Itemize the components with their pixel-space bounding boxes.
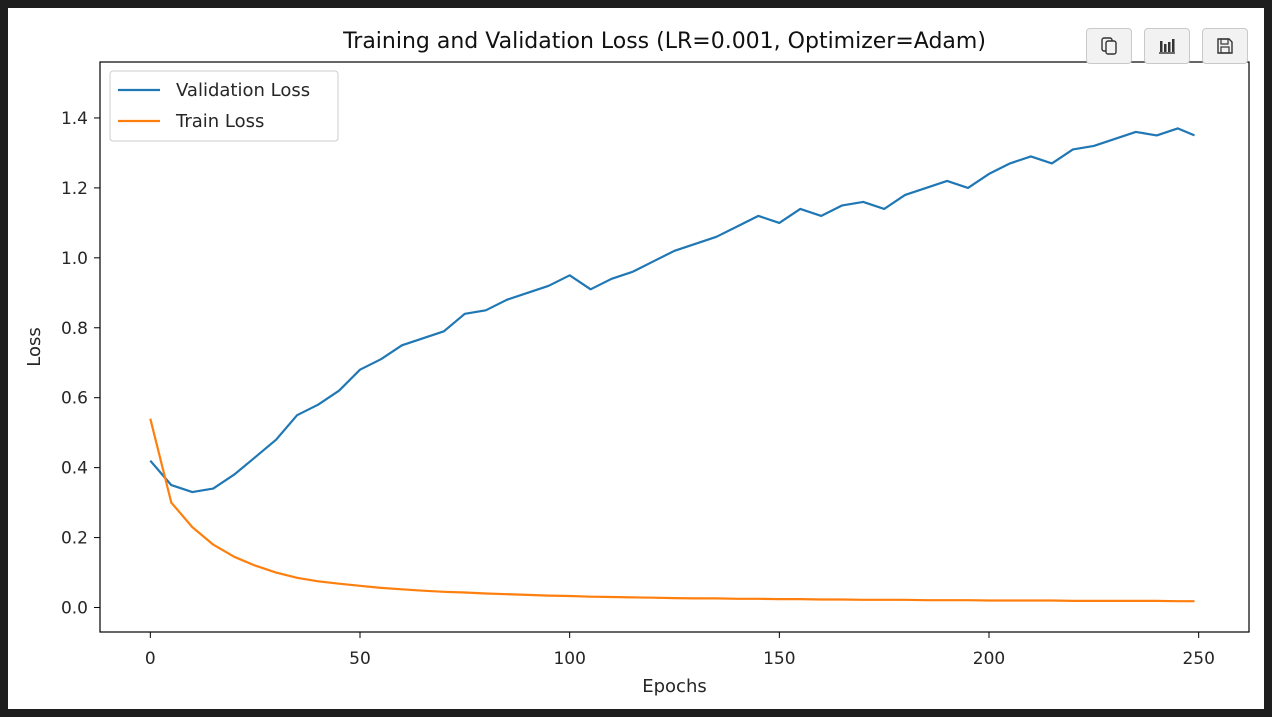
chart-title: Training and Validation Loss (LR=0.001, … <box>342 29 986 54</box>
x-tick-label: 100 <box>553 649 585 669</box>
legend: Validation Loss Train Loss <box>109 70 339 142</box>
x-tick-label: 250 <box>1182 649 1214 669</box>
y-tick-label: 1.4 <box>61 109 88 129</box>
copy-icon <box>1101 37 1117 55</box>
series-group <box>149 127 1195 603</box>
plot-area <box>99 61 1250 633</box>
axis-ticks: 0 50 100 150 200 250 0.0 0.2 0.4 0.6 0.8 1.0 1.2 1.4 <box>61 109 1215 669</box>
x-tick-label: 200 <box>973 649 1005 669</box>
y-tick-label: 0.2 <box>61 529 88 549</box>
x-tick-label: 0 <box>145 649 156 669</box>
x-tick-label: 150 <box>763 649 795 669</box>
save-icon <box>1217 38 1233 54</box>
series-line-validation-loss <box>149 127 1195 494</box>
x-tick-label: 50 <box>349 649 371 669</box>
y-axis-label: Loss <box>24 327 45 366</box>
legend-label: Train Loss <box>175 111 264 132</box>
chart-toolbar <box>1086 28 1248 64</box>
x-axis-label: Epochs <box>642 676 707 697</box>
figure-canvas: Training and Validation Loss (LR=0.001, … <box>8 8 1264 709</box>
y-tick-label: 0.0 <box>61 599 88 619</box>
chart-view-button[interactable] <box>1144 28 1190 64</box>
y-tick-label: 0.6 <box>61 389 88 409</box>
line-chart: Training and Validation Loss (LR=0.001, … <box>24 29 1250 697</box>
legend-box <box>109 70 339 142</box>
y-tick-label: 1.0 <box>61 249 88 269</box>
y-tick-label: 0.4 <box>61 459 88 479</box>
save-button[interactable] <box>1202 28 1248 64</box>
series-line-train-loss <box>149 418 1195 603</box>
y-tick-label: 0.8 <box>61 319 88 339</box>
copy-button[interactable] <box>1086 28 1132 64</box>
bar-chart-icon <box>1159 39 1175 54</box>
y-tick-label: 1.2 <box>61 179 88 199</box>
legend-label: Validation Loss <box>176 80 310 101</box>
